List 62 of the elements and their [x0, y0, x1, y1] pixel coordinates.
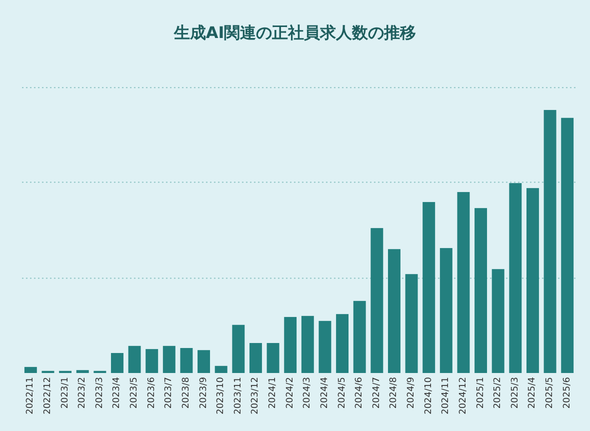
x-tick-label: 2023/7 [164, 377, 174, 409]
x-tick-label: 2023/6 [146, 376, 157, 409]
bar [474, 208, 488, 373]
bar [370, 228, 384, 373]
x-tick-label: 2025/4 [528, 376, 538, 409]
bar [110, 353, 124, 373]
x-tick-label: 2023/12 [250, 377, 261, 414]
bar [146, 349, 158, 373]
x-tick-label: 2025/1 [476, 377, 486, 409]
x-tick-label: 2025/5 [545, 377, 556, 409]
bar [440, 248, 452, 373]
bar [301, 316, 314, 373]
bar [24, 366, 37, 373]
bar [492, 269, 504, 373]
bar [544, 110, 556, 373]
bar [388, 249, 400, 373]
x-tick-label: 2023/11 [233, 377, 244, 414]
bar [284, 316, 297, 373]
x-tick-label: 2023/9 [198, 376, 209, 409]
x-tick-label: 2023/2 [78, 377, 88, 409]
x-tick-label: 2025/6 [562, 376, 572, 409]
bar [214, 366, 228, 373]
bar [232, 324, 245, 373]
x-tick-label: 2023/1 [60, 377, 70, 409]
bar [198, 350, 210, 373]
bar [509, 183, 522, 373]
x-tick-label: 2024/2 [285, 377, 296, 409]
x-tick-label: 2023/8 [181, 376, 192, 409]
x-tick-label: 2024/11 [441, 377, 452, 414]
chart-title: 生成AI関連の正社員求人数の推移 [172, 23, 416, 42]
x-tick-label: 2024/5 [337, 377, 348, 409]
bar [336, 314, 349, 373]
bar [249, 343, 262, 373]
x-tick-label: 2023/4 [112, 376, 122, 409]
bar [353, 300, 366, 373]
x-tick-label: 2024/3 [302, 377, 313, 409]
bar [162, 346, 176, 373]
x-tick-label: 2025/2 [493, 377, 504, 409]
bar [405, 274, 418, 373]
x-tick-label: 2023/10 [216, 376, 226, 414]
x-tick-label: 2024/9 [406, 376, 417, 409]
x-tick-label: 2023/3 [94, 377, 105, 409]
bar [422, 202, 436, 373]
x-tick-label: 2024/6 [354, 376, 365, 409]
bar [526, 188, 539, 373]
x-tick-label: 2023/5 [130, 377, 140, 409]
x-tick-label: 2024/7 [372, 377, 382, 409]
bar [318, 320, 332, 373]
x-tick-label: 2024/8 [389, 376, 400, 409]
x-tick-label: 2024/12 [458, 377, 468, 414]
x-tick-label: 2025/3 [510, 377, 520, 409]
bar [128, 346, 141, 373]
bar [457, 192, 470, 373]
x-tick-label: 2024/1 [268, 377, 278, 409]
bar [180, 348, 193, 373]
bar [266, 343, 280, 373]
bar [76, 370, 89, 373]
x-tick-label: 2024/4 [320, 376, 330, 409]
x-tick-label: 2022/11 [26, 377, 36, 414]
x-tick-label: 2024/10 [424, 376, 434, 414]
bar [561, 118, 574, 373]
x-tick-label: 2022/12 [42, 377, 53, 414]
